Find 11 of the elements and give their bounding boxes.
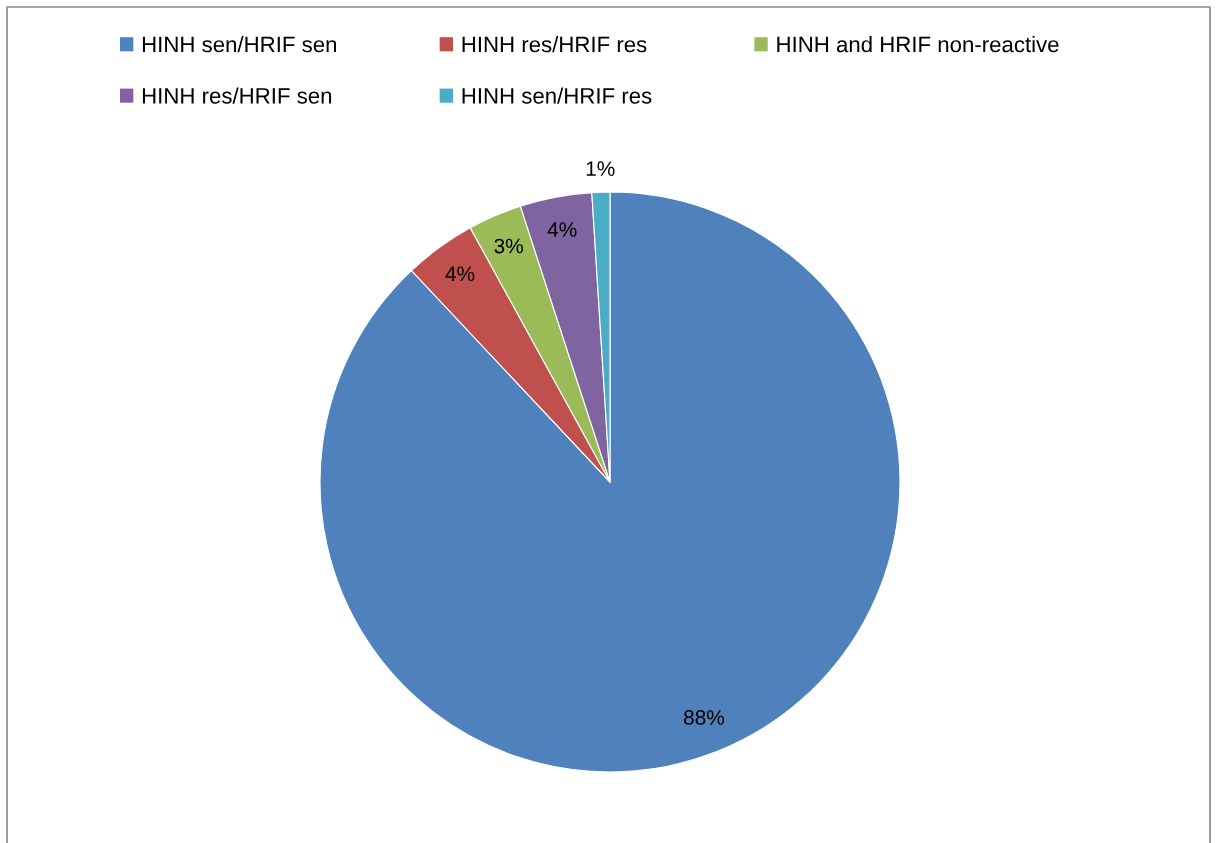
data-label: 3% bbox=[494, 238, 523, 254]
legend-label: HINH res/HRIF sen bbox=[142, 87, 332, 104]
legend-label: HINH sen/HRIF res bbox=[462, 87, 652, 104]
pie-slice bbox=[319, 191, 901, 773]
legend-label: HINH sen/HRIF sen bbox=[142, 36, 337, 53]
data-label: 4% bbox=[547, 222, 577, 237]
legend-label: HINH res/HRIF res bbox=[462, 36, 647, 53]
data-label: 1% bbox=[586, 161, 615, 176]
data-label: 4% bbox=[445, 266, 475, 282]
data-label: 88% bbox=[684, 710, 725, 725]
legend-label: HINH and HRIF non-reactive bbox=[777, 36, 1059, 53]
